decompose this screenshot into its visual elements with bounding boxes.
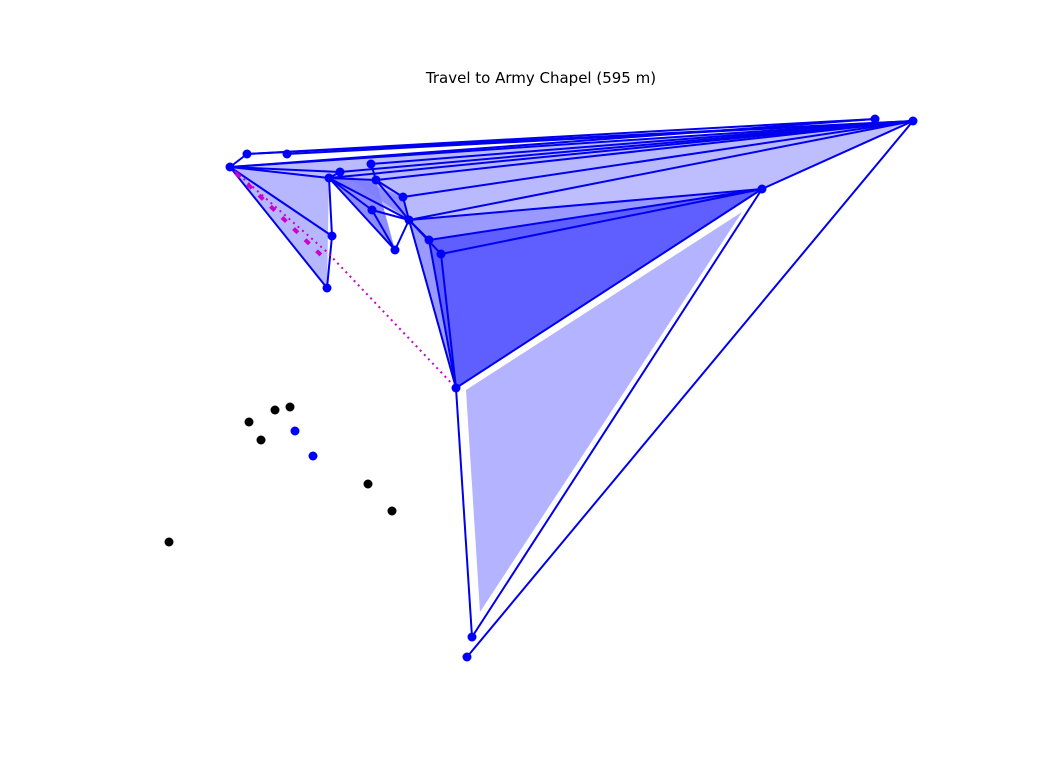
graph-node-n [425,236,434,245]
graph-node-f [367,160,376,169]
graph-node-i [368,206,377,215]
graph-node-h [399,193,408,202]
graph-node-b [243,150,252,159]
graph-node-l [328,232,337,241]
graph-node-q [452,384,461,393]
graph-node-e [336,168,345,177]
graph-node-u [468,633,477,642]
graph-edge-26 [395,220,409,250]
unvisited-node-2 [271,406,280,415]
triangle-fills [230,121,913,612]
graph-node-r [758,185,767,194]
unvisited-node-1 [245,418,254,427]
unvisited-node-7 [165,538,174,547]
graph-node-o [437,250,446,259]
unvisited-node-3 [286,403,295,412]
unvisited-node-6 [388,507,397,516]
graph-node-v [463,653,472,662]
isolated-node-blue-1 [291,427,300,436]
graph-node-m [323,284,332,293]
graph-node-j [405,216,414,225]
graph-node-t [909,117,918,126]
graph-node-a [226,163,235,172]
graph-node-k [391,246,400,255]
graph-node-g [372,176,381,185]
unvisited-node-5 [364,480,373,489]
unvisited-node-4 [257,436,266,445]
isolated-node-blue-2 [309,452,318,461]
graph-node-d [325,174,334,183]
graph-node-s [871,115,880,124]
graph-edge-14 [329,178,332,236]
graph-node-c [283,150,292,159]
